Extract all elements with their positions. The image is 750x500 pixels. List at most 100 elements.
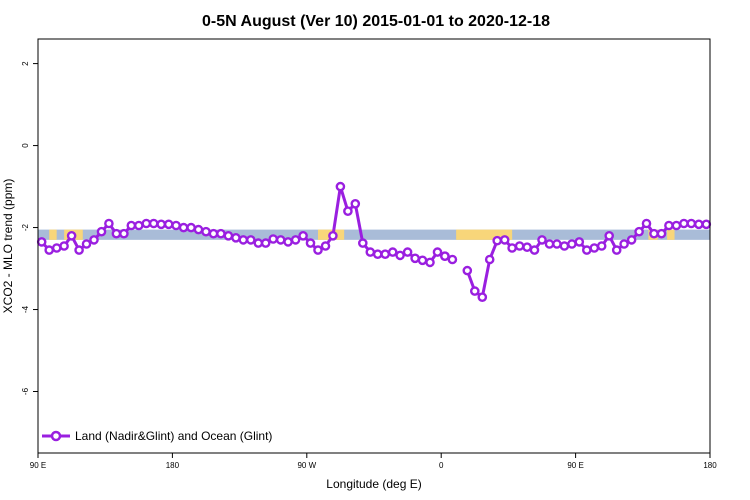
x-tick-label: 90 E xyxy=(567,461,583,470)
data-point xyxy=(686,218,697,229)
data-point xyxy=(462,265,473,276)
data-point xyxy=(649,228,659,239)
data-point xyxy=(432,247,443,257)
data-point xyxy=(238,235,249,245)
y-axis: 2 0 -2 -4 -6 xyxy=(21,61,38,395)
data-point xyxy=(36,237,47,247)
x-axis-label: Longitude (deg E) xyxy=(326,477,421,491)
data-point xyxy=(350,198,361,209)
data-point xyxy=(66,230,77,241)
y-tick-label: -2 xyxy=(21,223,30,231)
data-point xyxy=(59,241,69,251)
data-point xyxy=(574,237,585,247)
data-point xyxy=(51,243,62,253)
data-point xyxy=(529,245,540,255)
data-point xyxy=(171,220,181,231)
data-point xyxy=(619,239,629,249)
data-point xyxy=(216,228,226,239)
data-point xyxy=(656,228,667,239)
data-point xyxy=(447,254,458,265)
data-point xyxy=(679,218,689,229)
x-tick-label: 90 W xyxy=(297,461,316,470)
data-point xyxy=(365,247,376,257)
data-point xyxy=(335,181,346,192)
x-axis: 90 E 180 90 W 0 90 E 180 xyxy=(30,453,717,470)
data-point xyxy=(604,230,615,241)
data-point xyxy=(694,219,704,230)
data-point xyxy=(469,286,480,296)
data-point xyxy=(126,220,137,231)
data-point xyxy=(141,218,152,229)
data-point xyxy=(372,249,383,259)
data-point xyxy=(44,245,55,255)
data-point xyxy=(223,230,234,241)
data-point xyxy=(320,241,331,251)
x-tick-label: 180 xyxy=(703,461,717,470)
chart-title: 0-5N August (Ver 10) 2015-01-01 to 2020-… xyxy=(202,13,550,30)
data-point xyxy=(156,219,166,230)
data-point xyxy=(186,222,196,233)
y-tick-label: -6 xyxy=(21,387,30,395)
legend-marker xyxy=(50,430,62,442)
data-point xyxy=(328,230,338,241)
data-point xyxy=(260,238,271,248)
data-point xyxy=(664,220,674,231)
data-point xyxy=(357,238,368,248)
data-point xyxy=(507,243,517,253)
data-point xyxy=(163,219,174,230)
data-point xyxy=(193,224,204,235)
data-point xyxy=(89,235,99,245)
data-point xyxy=(201,226,211,237)
data-point xyxy=(305,238,316,248)
data-point xyxy=(96,226,107,237)
data-point xyxy=(701,219,712,230)
data-point xyxy=(380,249,391,259)
data-point xyxy=(275,235,286,245)
land-band-segment xyxy=(667,229,675,240)
data-point xyxy=(641,218,652,229)
data-point xyxy=(313,245,323,255)
data-point xyxy=(402,247,413,257)
x-tick-label: 180 xyxy=(166,461,180,470)
data-point xyxy=(111,228,122,239)
legend-label: Land (Nadir&Glint) and Ocean (Glint) xyxy=(75,429,272,443)
data-point xyxy=(231,232,241,243)
data-point xyxy=(253,238,264,248)
data-point xyxy=(611,245,622,255)
data-point xyxy=(148,218,159,229)
data-point xyxy=(343,206,353,216)
land-band-segment xyxy=(456,229,513,240)
data-point xyxy=(74,245,84,255)
land-band-segment xyxy=(49,229,57,240)
data-point xyxy=(119,228,129,239)
data-point xyxy=(671,220,682,231)
data-point xyxy=(492,235,503,246)
x-tick-label: 90 E xyxy=(30,461,46,470)
data-point xyxy=(208,228,219,239)
y-tick-label: 0 xyxy=(21,143,30,148)
data-point xyxy=(268,234,279,244)
data-point xyxy=(410,253,420,264)
data-point xyxy=(514,241,525,251)
data-point xyxy=(634,226,644,237)
data-point xyxy=(440,251,450,262)
data-point xyxy=(395,250,405,261)
ocean-band xyxy=(38,229,710,240)
data-point xyxy=(245,235,256,245)
data-point xyxy=(104,218,114,229)
data-point xyxy=(567,239,577,249)
series-layer xyxy=(36,181,712,303)
data-point xyxy=(417,255,428,266)
data-point xyxy=(477,292,488,303)
data-point xyxy=(81,239,92,249)
data-point xyxy=(544,239,555,249)
data-point xyxy=(582,245,592,255)
data-point xyxy=(484,254,495,265)
data-point xyxy=(178,222,189,233)
data-point xyxy=(387,247,398,257)
data-point xyxy=(499,235,510,245)
legend: Land (Nadir&Glint) and Ocean (Glint) xyxy=(42,429,272,443)
data-point xyxy=(283,237,293,247)
y-axis-label: XCO2 - MLO trend (ppm) xyxy=(1,179,15,314)
